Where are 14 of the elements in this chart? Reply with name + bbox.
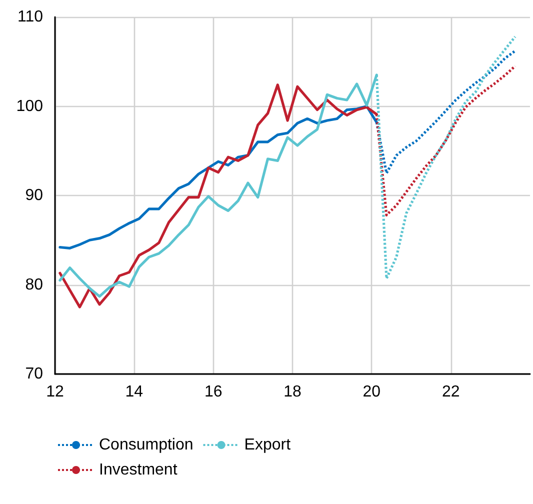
- x-tick-label: 20: [362, 384, 381, 400]
- x-tick-label: 18: [284, 384, 302, 400]
- y-tick-label: 90: [25, 187, 44, 204]
- legend-label: Export: [244, 436, 292, 454]
- y-tick-label: 80: [25, 276, 44, 294]
- y-tick-label: 110: [17, 8, 44, 26]
- x-tick-label: 14: [125, 384, 144, 400]
- x-tick-label: 16: [204, 384, 222, 400]
- x-tick-label: 12: [46, 384, 64, 400]
- y-tick-label: 100: [16, 98, 44, 115]
- legend-label: Consumption: [99, 436, 194, 454]
- y-tick-label: 70: [25, 366, 44, 382]
- legend-label: Investment: [99, 462, 178, 478]
- x-tick-label: 22: [442, 384, 460, 400]
